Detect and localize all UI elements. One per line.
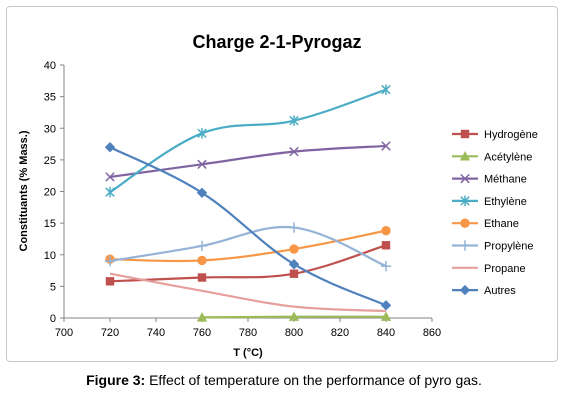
data-point-ethane xyxy=(197,255,207,266)
x-tick-label: 780 xyxy=(239,327,257,339)
data-point-autres xyxy=(380,300,392,311)
y-tick-label: 20 xyxy=(44,187,56,199)
legend-label-ethane: Ethane xyxy=(484,218,519,230)
legend-marker-propylene xyxy=(459,240,471,251)
y-tick-label: 40 xyxy=(44,60,56,72)
x-axis-title: T (°C) xyxy=(233,347,263,359)
data-point-methane xyxy=(381,141,391,151)
chart-frame xyxy=(6,6,558,362)
legend-label-autres: Autres xyxy=(484,285,516,297)
y-tick-label: 0 xyxy=(50,313,56,325)
data-point-autres xyxy=(288,259,300,270)
x-tick-label: 800 xyxy=(285,327,303,339)
legend-marker-methane xyxy=(460,173,470,184)
legend-marker-acetylene xyxy=(459,151,471,161)
x-tick-label: 860 xyxy=(423,327,441,339)
x-tick-label: 760 xyxy=(193,327,211,339)
data-point-hydrogene xyxy=(197,273,207,282)
y-tick-label: 25 xyxy=(44,155,56,167)
chart-title: Charge 2-1-Pyrogaz xyxy=(192,32,361,52)
legend-label-propylene: Propylène xyxy=(484,241,534,253)
data-point-propylene xyxy=(196,240,208,252)
series-line-propane xyxy=(109,272,387,313)
y-tick-label: 35 xyxy=(44,92,56,104)
data-point-methane xyxy=(197,159,207,170)
legend-marker-hydrogene xyxy=(460,129,470,139)
x-tick-label: 700 xyxy=(55,327,73,339)
data-point-ethane xyxy=(289,244,299,254)
data-point-acetylene xyxy=(196,312,208,322)
data-point-acetylene xyxy=(288,311,300,321)
legend-marker-autres xyxy=(459,284,471,296)
legend-marker-ethane xyxy=(460,218,470,228)
data-point-acetylene xyxy=(380,311,392,321)
series-line-autres xyxy=(109,146,387,307)
y-tick-label: 10 xyxy=(44,250,56,262)
data-point-methane xyxy=(105,172,115,182)
x-tick-label: 820 xyxy=(331,327,349,339)
legend-label-acetylene: Acétylène xyxy=(484,151,532,163)
data-point-ethylene xyxy=(289,115,299,126)
y-axis-title: Constituants (% Mass.) xyxy=(18,130,30,251)
series-line-methane xyxy=(109,144,387,179)
x-tick-label: 840 xyxy=(377,327,395,339)
data-point-ethane xyxy=(381,226,391,236)
y-tick-label: 5 xyxy=(50,281,56,293)
x-tick-label: 740 xyxy=(147,327,165,339)
pyrogas-line-chart: Charge 2-1-Pyrogaz 0 5 10 15 20 25 30 35 40 700 72… xyxy=(18,32,538,359)
figure-caption: Figure 3: Effect of temperature on the p… xyxy=(0,372,568,388)
legend-label-hydrogene: Hydrogène xyxy=(484,129,538,141)
data-point-hydrogene xyxy=(381,241,391,250)
data-point-ethylene xyxy=(381,84,391,95)
series-line-hydrogene xyxy=(109,244,387,283)
data-point-ethylene xyxy=(197,128,207,139)
y-tick-label: 30 xyxy=(44,123,56,135)
data-point-propylene xyxy=(104,255,116,267)
x-tick-label: 720 xyxy=(101,327,119,339)
data-point-hydrogene xyxy=(289,269,299,278)
legend-label-propane: Propane xyxy=(484,263,526,275)
figure-caption-label: Figure 3: xyxy=(86,372,146,388)
data-point-propylene xyxy=(288,222,300,233)
data-point-methane xyxy=(289,146,299,157)
data-point-ethylene xyxy=(105,186,115,198)
legend-label-ethylene: Ethylène xyxy=(484,196,527,208)
series-line-ethylene xyxy=(109,88,387,194)
data-point-autres xyxy=(104,142,116,153)
data-point-autres xyxy=(196,187,208,198)
data-point-propylene xyxy=(380,260,392,272)
legend-label-methane: Méthane xyxy=(484,174,527,186)
figure-caption-text: Effect of temperature on the performance… xyxy=(149,372,482,388)
series-line-ethane xyxy=(109,229,387,263)
data-point-hydrogene xyxy=(105,277,115,286)
legend-marker-ethylene xyxy=(460,195,470,207)
y-tick-label: 15 xyxy=(44,218,56,230)
